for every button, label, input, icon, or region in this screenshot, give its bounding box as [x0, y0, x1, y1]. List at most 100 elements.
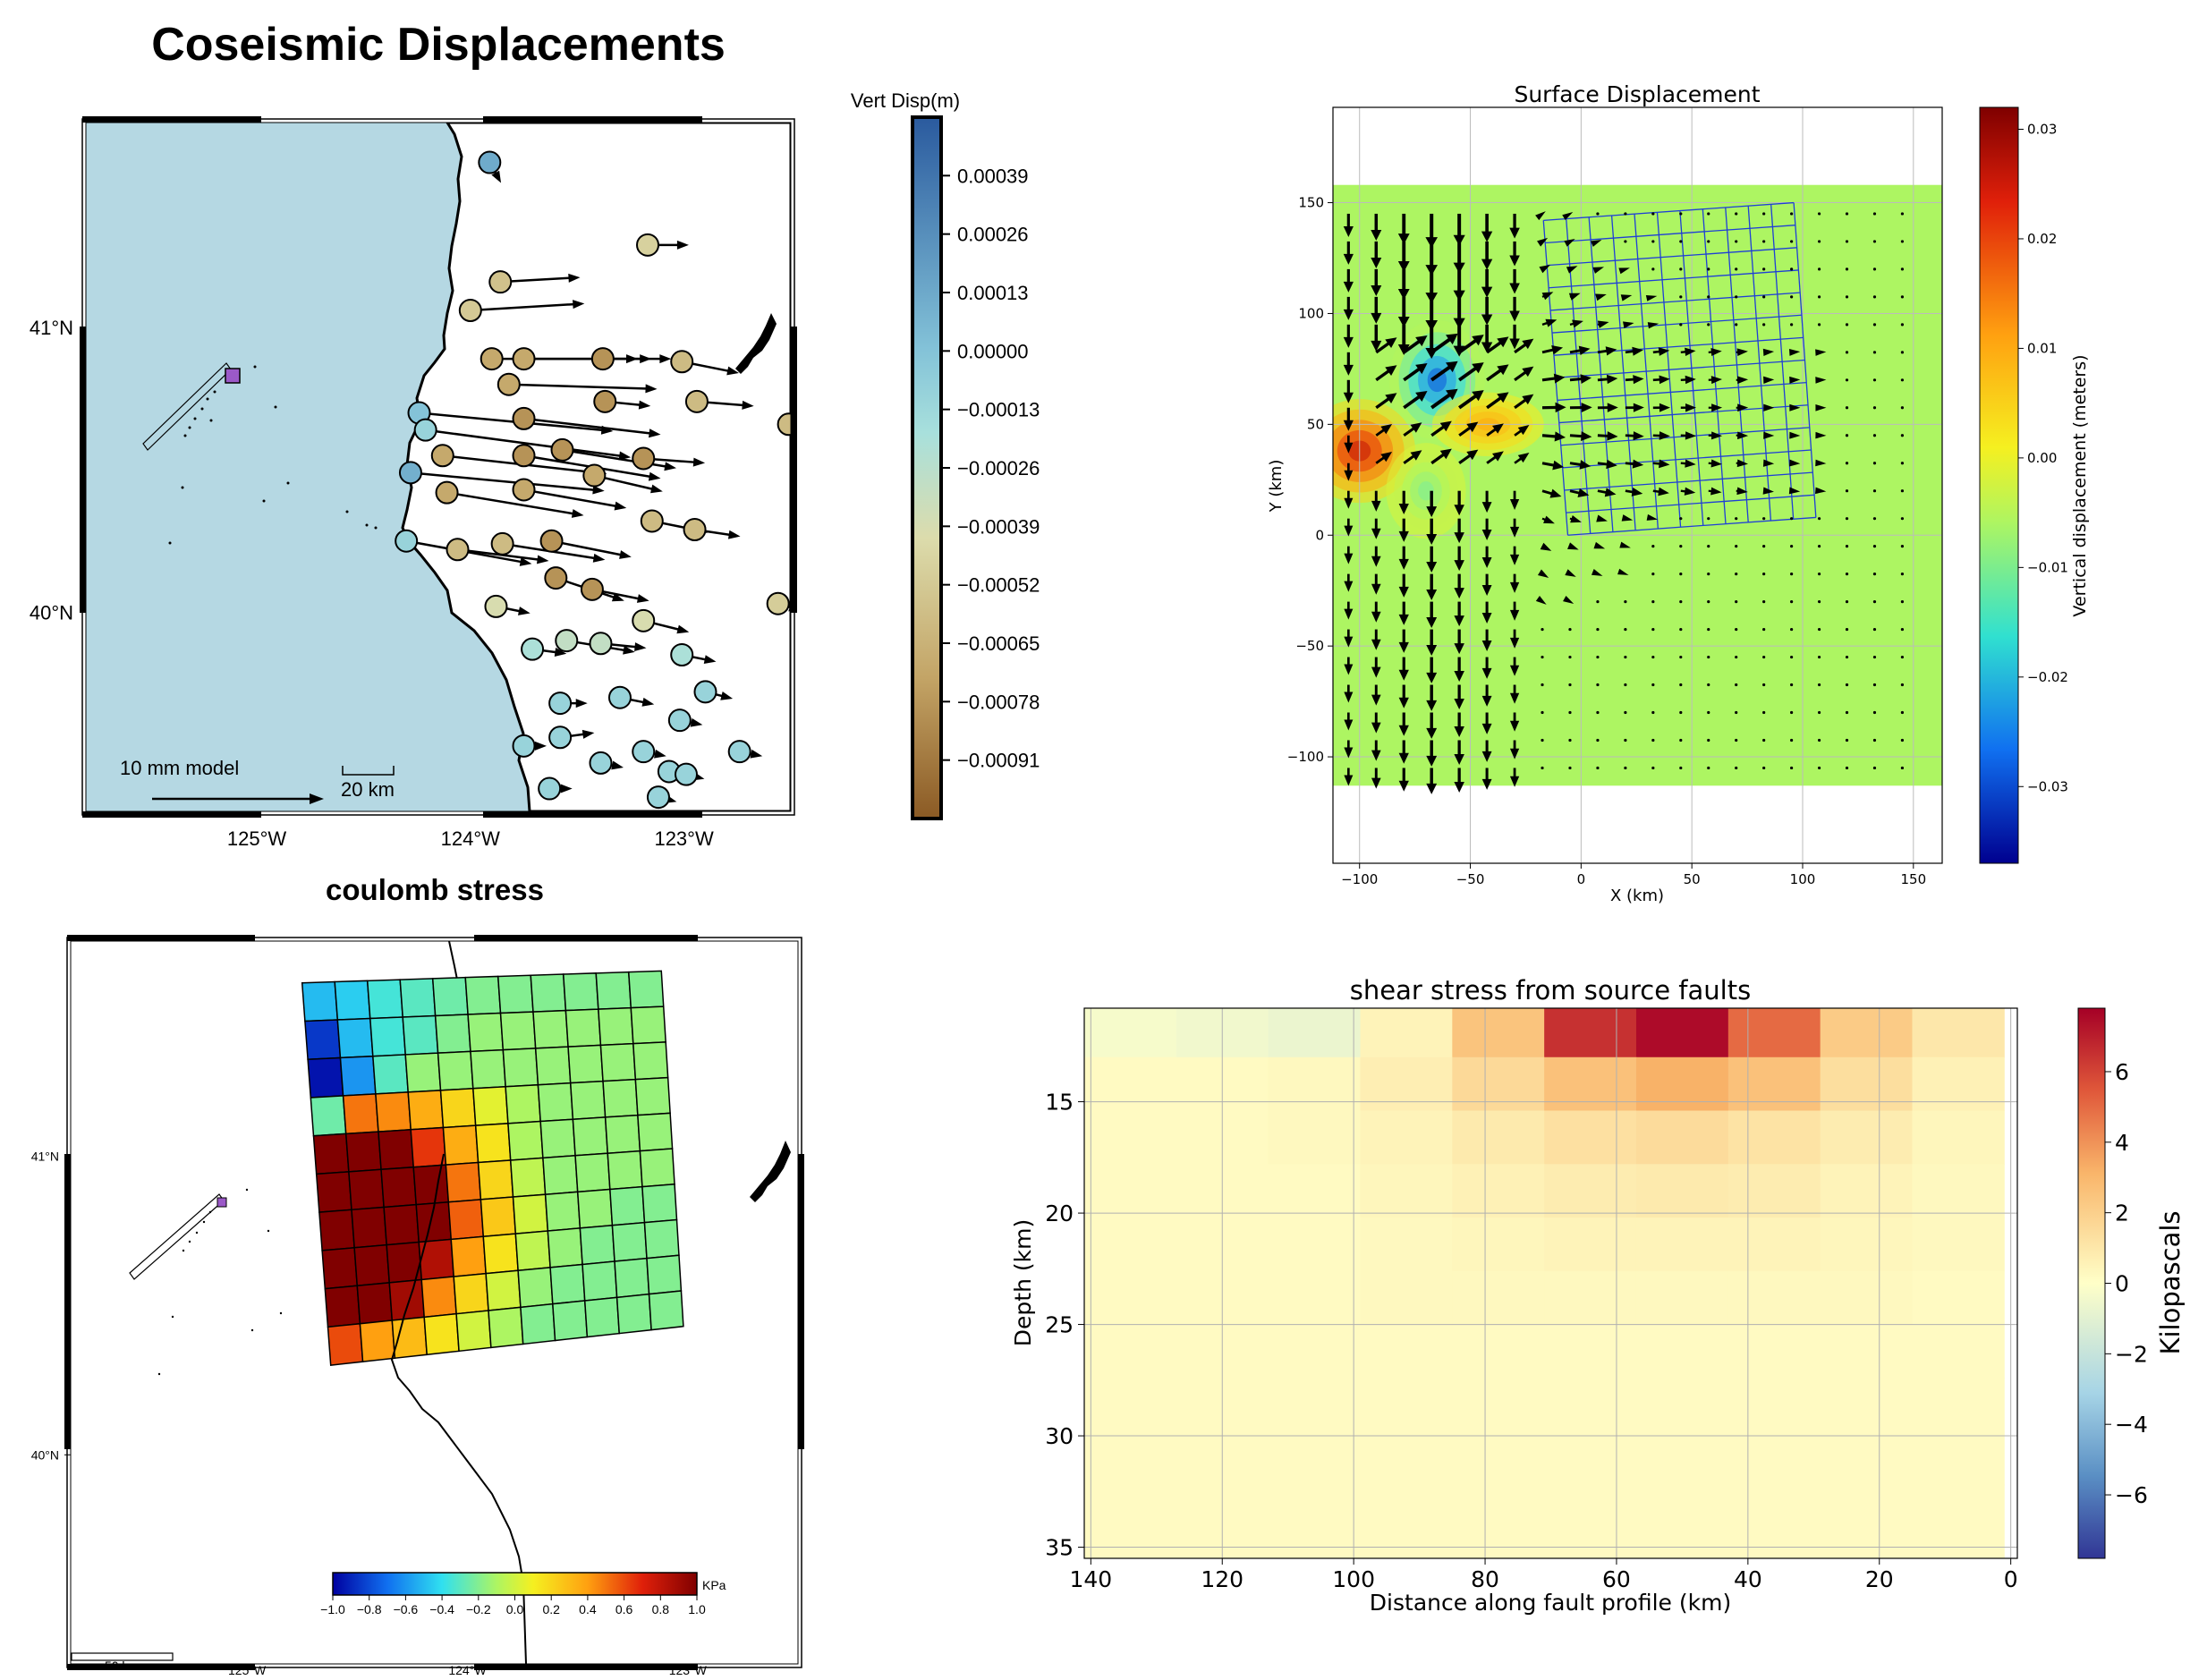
- vector-head: [1633, 403, 1644, 412]
- stress-cell: [380, 1166, 418, 1209]
- vector-head: [1509, 637, 1520, 649]
- vector-dot: [1900, 295, 1905, 299]
- stress-cell: [437, 1050, 474, 1091]
- stress-cell: [1820, 1056, 1913, 1112]
- fault-marker-2: [216, 1197, 227, 1208]
- gps-y-tick-labels: 41°N 40°N: [30, 317, 86, 624]
- vector-arrowhead: [554, 648, 567, 657]
- vector-head: [1343, 392, 1354, 403]
- vector-dot: [1624, 710, 1627, 715]
- stress-cell: [1084, 1110, 1177, 1165]
- vector-dot: [1679, 212, 1683, 216]
- station-marker: [435, 480, 459, 505]
- receiver-grid-line: [1567, 516, 1816, 536]
- vector-shaft: [1403, 338, 1423, 354]
- stress-cell: [1452, 1378, 1545, 1432]
- vector-dot: [1817, 710, 1821, 715]
- vector-head: [1604, 488, 1617, 497]
- vector-dot: [1679, 323, 1683, 327]
- vector-dot: [1845, 766, 1849, 770]
- vector-head: [1710, 487, 1722, 496]
- stress-cell: [607, 1150, 643, 1191]
- station-marker: [766, 591, 790, 615]
- vector-dot: [1845, 627, 1849, 632]
- stress-cell: [1084, 1218, 1177, 1272]
- stress-cell: [1820, 1218, 1913, 1272]
- vector-dot: [1624, 240, 1627, 243]
- vector-dot: [1735, 323, 1738, 327]
- vector-dot: [1707, 599, 1710, 604]
- stress-cell: [351, 1206, 387, 1249]
- stress-cell: [399, 978, 437, 1018]
- vector-head: [1454, 671, 1464, 683]
- vector-head: [1517, 453, 1530, 463]
- vector-arrowhead: [720, 692, 734, 700]
- gps-station: [582, 463, 663, 494]
- vector-dot: [1707, 517, 1710, 521]
- vector-arrowhead: [800, 420, 811, 428]
- stress-cell: [1360, 1324, 1453, 1379]
- colorbar-tick-label: 0.00: [2027, 450, 2057, 466]
- stress-cell: [1820, 1324, 1913, 1379]
- y-tick-label: 100: [1298, 305, 1324, 321]
- vector-arrowhead: [641, 697, 655, 707]
- vector-head: [1658, 487, 1669, 496]
- vector-dot: [1817, 573, 1821, 576]
- vector-dot: [1845, 351, 1849, 354]
- gps-station: [512, 734, 548, 758]
- vector-dot: [1707, 212, 1710, 216]
- colorbar-tick-label: 0.0: [506, 1602, 524, 1616]
- gps-vector-map-panel: 125°W 124°W 123°W 41°N 40°N 10 mm model 20 …: [30, 89, 1040, 850]
- vector-head: [1454, 615, 1464, 627]
- stress-cell: [552, 1300, 589, 1342]
- vector-head: [1343, 364, 1354, 376]
- gps-station: [646, 785, 677, 810]
- station-marker: [413, 418, 437, 442]
- stress-cell: [497, 974, 534, 1014]
- stress-cell: [1452, 1008, 1545, 1058]
- station-marker: [512, 478, 536, 502]
- vector-dot: [1679, 655, 1683, 659]
- vector-arrowhead: [654, 749, 666, 759]
- vector-dot: [1817, 683, 1821, 687]
- station-marker: [497, 372, 521, 396]
- vector-dot: [1762, 655, 1766, 659]
- vector-head: [1453, 345, 1465, 357]
- vector-head: [1632, 459, 1644, 469]
- vector-head: [1591, 569, 1603, 576]
- vector-dot: [1900, 683, 1905, 687]
- vector-head: [1397, 344, 1410, 355]
- vector-dot: [1679, 766, 1683, 770]
- colorbar-tick-label: 0.00000: [957, 340, 1029, 362]
- stress-cell: [1544, 1484, 1637, 1558]
- vector-head: [1426, 644, 1438, 656]
- vector-head: [1481, 342, 1493, 353]
- vector-dot: [1679, 267, 1683, 271]
- colorbar-tick-label: 6: [2115, 1059, 2129, 1085]
- shear-stress-xlabel: Distance along fault profile (km): [1370, 1590, 1731, 1616]
- vector-dot: [1707, 545, 1710, 548]
- stress-cell: [434, 1014, 471, 1054]
- y-tick-label: −100: [1287, 749, 1324, 765]
- vector-head: [1410, 450, 1422, 461]
- gps-station: [488, 270, 581, 294]
- vector-arrowhead: [519, 556, 532, 566]
- vector-dot: [1762, 212, 1766, 216]
- vector-head: [1509, 526, 1520, 538]
- station-marker: [484, 594, 508, 618]
- vector-dot: [1845, 212, 1849, 216]
- gps-station: [766, 591, 791, 615]
- stress-cell: [402, 1014, 439, 1056]
- vector-head: [1481, 723, 1492, 734]
- vert-disp-colorbar: [911, 115, 943, 820]
- gps-station: [435, 480, 584, 518]
- colorbar-tick-label: 0.00039: [957, 165, 1029, 187]
- stress-cell: [472, 1085, 509, 1126]
- stress-cell: [517, 1267, 554, 1309]
- vector-dot: [1679, 738, 1683, 742]
- vector-dot: [1817, 517, 1821, 521]
- vector-dot: [1845, 295, 1849, 299]
- vector-dot: [1762, 683, 1766, 687]
- vector-dot: [1817, 627, 1821, 632]
- vector-dot: [1872, 295, 1877, 299]
